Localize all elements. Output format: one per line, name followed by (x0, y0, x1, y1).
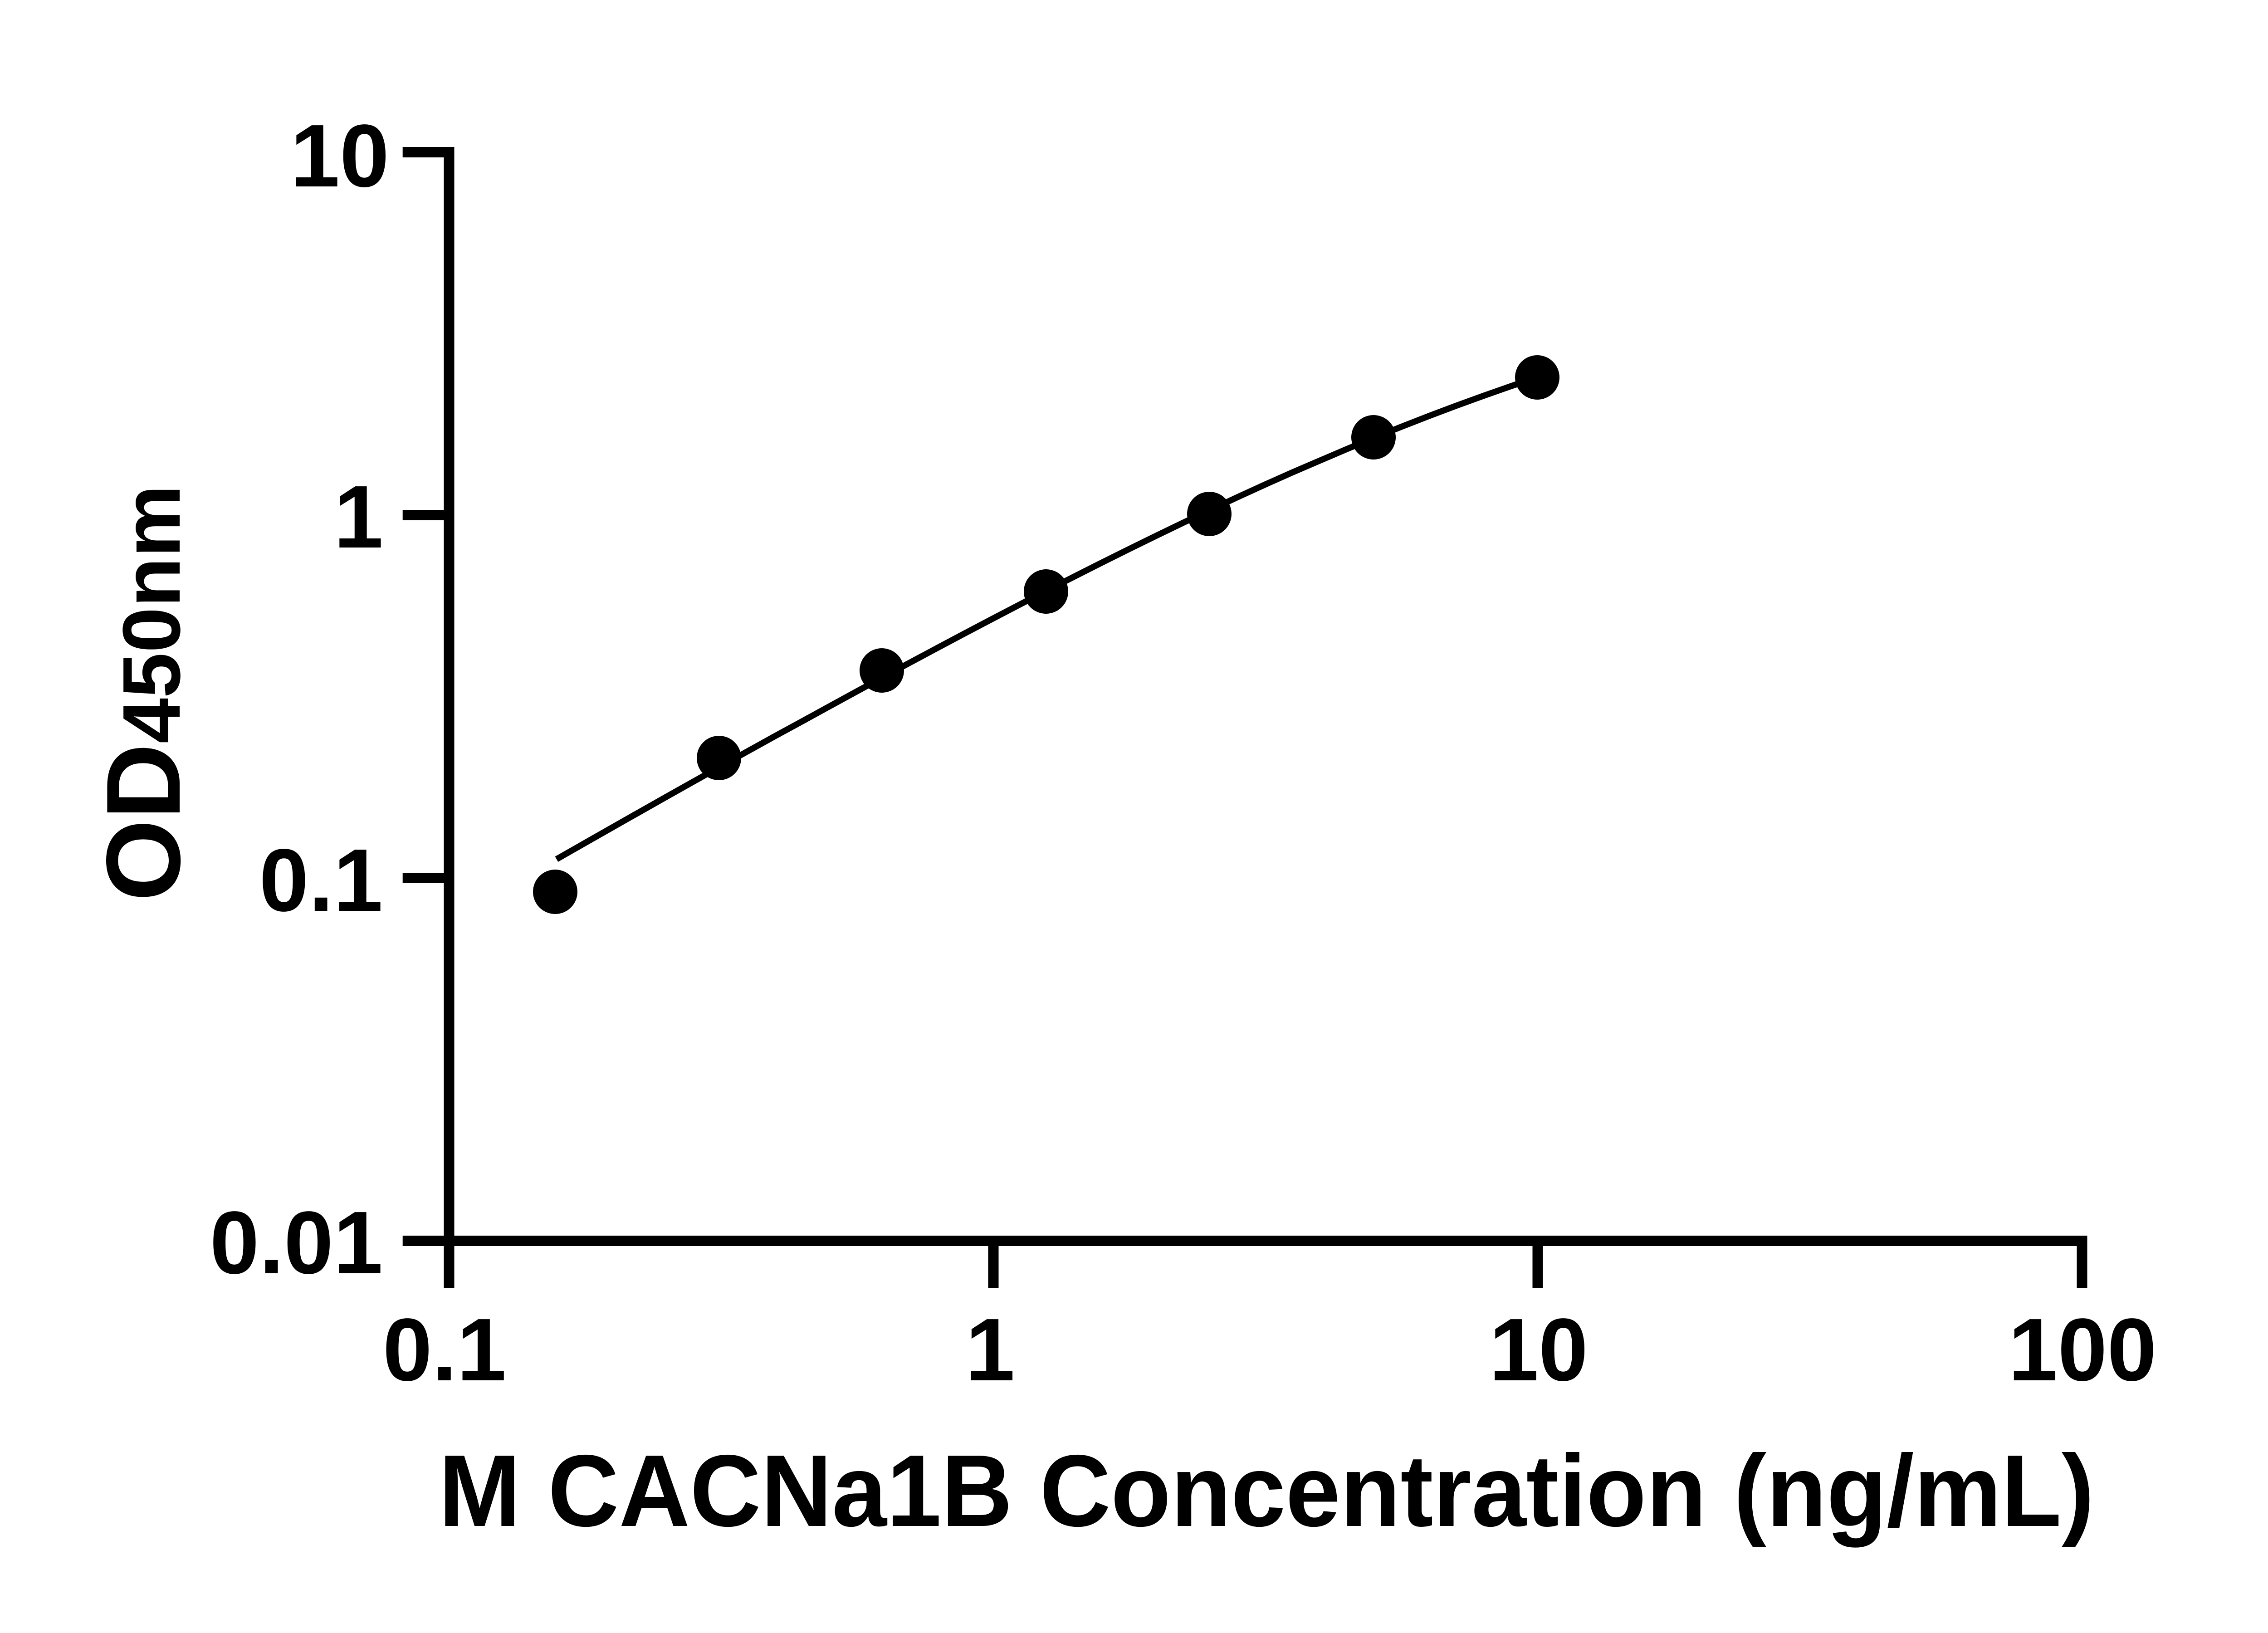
svg-text:0.1: 0.1 (383, 1300, 506, 1399)
svg-text:1: 1 (965, 1300, 1015, 1399)
svg-text:10: 10 (290, 106, 389, 205)
svg-text:0.01: 0.01 (210, 1193, 383, 1292)
svg-text:M CACNa1B Concentration (ng/mL: M CACNa1B Concentration (ng/mL) (439, 1433, 2094, 1548)
svg-text:OD450nm: OD450nm (85, 485, 202, 901)
svg-text:0.1: 0.1 (259, 831, 383, 930)
svg-text:1: 1 (334, 467, 383, 567)
svg-text:10: 10 (1489, 1300, 1588, 1399)
svg-text:100: 100 (2008, 1300, 2156, 1399)
